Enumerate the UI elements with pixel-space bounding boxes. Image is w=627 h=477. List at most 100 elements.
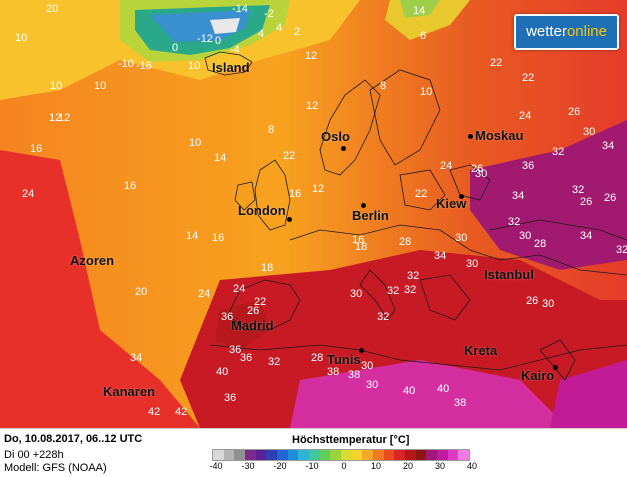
- temperature-label: 10: [189, 137, 202, 149]
- legend-tick-label: 40: [466, 461, 477, 471]
- temperature-label: 38: [454, 397, 467, 409]
- temperature-label: 12: [306, 100, 319, 112]
- middle-east-magenta: [470, 120, 627, 270]
- temperature-label: -14: [232, 3, 248, 15]
- legend-swatch: [213, 450, 224, 460]
- legend-tick-label: -10: [305, 461, 319, 471]
- city-moskau: Moskau: [475, 128, 524, 143]
- legend-ticks: -40 -30 -20 -10 0 10 20 30 40: [204, 461, 477, 473]
- temperature-label: 2: [294, 26, 301, 38]
- legend-tick-label: -30: [241, 461, 255, 471]
- greenland-blue: [150, 10, 250, 42]
- legend-swatch: [447, 450, 459, 460]
- city-kanaren: Kanaren: [103, 384, 156, 399]
- legend-title: Höchsttemperatur [°C]: [292, 434, 410, 446]
- temperature-label: 24: [519, 110, 532, 122]
- coastlines: [204, 51, 627, 381]
- iberia-red: [215, 300, 270, 350]
- tunis-dot: [359, 348, 364, 353]
- temperature-label: 30: [350, 288, 363, 300]
- city-london: London: [238, 203, 286, 218]
- legend-swatch: [458, 450, 470, 460]
- arctic-green: [400, 0, 440, 18]
- temperature-label: 10: [188, 60, 201, 72]
- logo-text-wetter: wetter: [526, 23, 567, 40]
- temperature-label: 34: [434, 250, 447, 262]
- legend-swatch: [266, 450, 278, 460]
- legend-tick-label: 10: [370, 461, 381, 471]
- city-istanbul: Istanbul: [484, 267, 534, 282]
- temperature-label: 18: [355, 241, 368, 253]
- legend-swatch: [394, 450, 406, 460]
- legend-swatch: [415, 450, 427, 460]
- city-kiew: Kiew: [436, 196, 467, 211]
- logo-text-online: online: [566, 23, 607, 40]
- temperature-label: 34: [512, 190, 525, 202]
- temperature-label: 28: [399, 236, 412, 248]
- temperature-label: 30: [455, 232, 468, 244]
- temperature-label: 0: [172, 42, 179, 54]
- temperature-label: 32: [616, 244, 627, 256]
- city-tunis: Tunis: [327, 352, 361, 367]
- temperature-label: 12: [49, 112, 62, 124]
- legend-tick-label: -40: [209, 461, 223, 471]
- temperature-label: 38: [327, 366, 340, 378]
- temperature-label: 14: [214, 152, 227, 164]
- temperature-label: 8: [380, 80, 387, 92]
- moskau-dot: [468, 134, 473, 139]
- temperature-label: 32: [387, 285, 400, 297]
- temperature-label: 16: [212, 232, 225, 244]
- temperature-label: 36: [229, 344, 242, 356]
- temperature-label: 36: [224, 392, 237, 404]
- model-name: Modell: GFS (NOAA): [4, 462, 107, 474]
- temperature-label: 32: [572, 184, 585, 196]
- legend-swatch: [255, 450, 267, 460]
- temperature-label: 22: [254, 296, 267, 308]
- temperature-label: 36: [240, 352, 253, 364]
- legend-swatch: [223, 450, 235, 460]
- temperature-label: 10: [94, 80, 107, 92]
- kiew-dot: [459, 194, 464, 199]
- legend-tick-label: 30: [434, 461, 445, 471]
- temperature-label: 32: [552, 146, 565, 158]
- legend-swatch: [426, 450, 438, 460]
- map-footer: Do, 10.08.2017, 06..12 UTC Di 00 +228h M…: [0, 428, 627, 477]
- london-dot: [287, 217, 292, 222]
- temperature-label: 10: [50, 80, 63, 92]
- temperature-label: -16: [136, 60, 152, 72]
- temperature-label: 28: [311, 352, 324, 364]
- temperature-label: 22: [522, 72, 535, 84]
- temperature-label: 30: [475, 168, 488, 180]
- temperature-label: 32: [407, 270, 420, 282]
- temperature-label: 20: [135, 286, 148, 298]
- temperature-label: 26: [568, 106, 581, 118]
- legend-swatch: [341, 450, 352, 460]
- legend-tick-label: 0: [341, 461, 347, 471]
- temperature-label: 32: [404, 284, 417, 296]
- legend-swatch: [287, 450, 299, 460]
- temperature-label: 32: [508, 216, 521, 228]
- temperature-label: 16: [124, 180, 137, 192]
- wetteronline-logo[interactable]: wetteronline: [514, 14, 619, 50]
- temperature-label: 38: [348, 369, 361, 381]
- temperature-label: 30: [583, 126, 596, 138]
- legend-swatch: [437, 450, 448, 460]
- city-berlin: Berlin: [352, 208, 389, 223]
- temperature-label: 12: [312, 183, 325, 195]
- temperature-label: 14: [413, 5, 426, 17]
- temperature-label: -4: [230, 44, 240, 56]
- temperature-label: 42: [148, 406, 161, 418]
- legend-swatch: [319, 450, 331, 460]
- temperature-label: 42: [175, 406, 188, 418]
- city-kreta: Kreta: [464, 343, 498, 358]
- legend-swatch: [298, 450, 310, 460]
- atlantic-red: [0, 150, 200, 428]
- temperature-label: 34: [130, 352, 143, 364]
- oslo-dot: [341, 146, 346, 151]
- city-kairo: Kairo: [521, 368, 555, 383]
- temperature-label: -10: [118, 58, 134, 70]
- temperature-label: 10: [420, 86, 433, 98]
- temperature-label: 30: [542, 298, 555, 310]
- legend-swatch: [330, 450, 342, 460]
- berlin-dot: [361, 203, 366, 208]
